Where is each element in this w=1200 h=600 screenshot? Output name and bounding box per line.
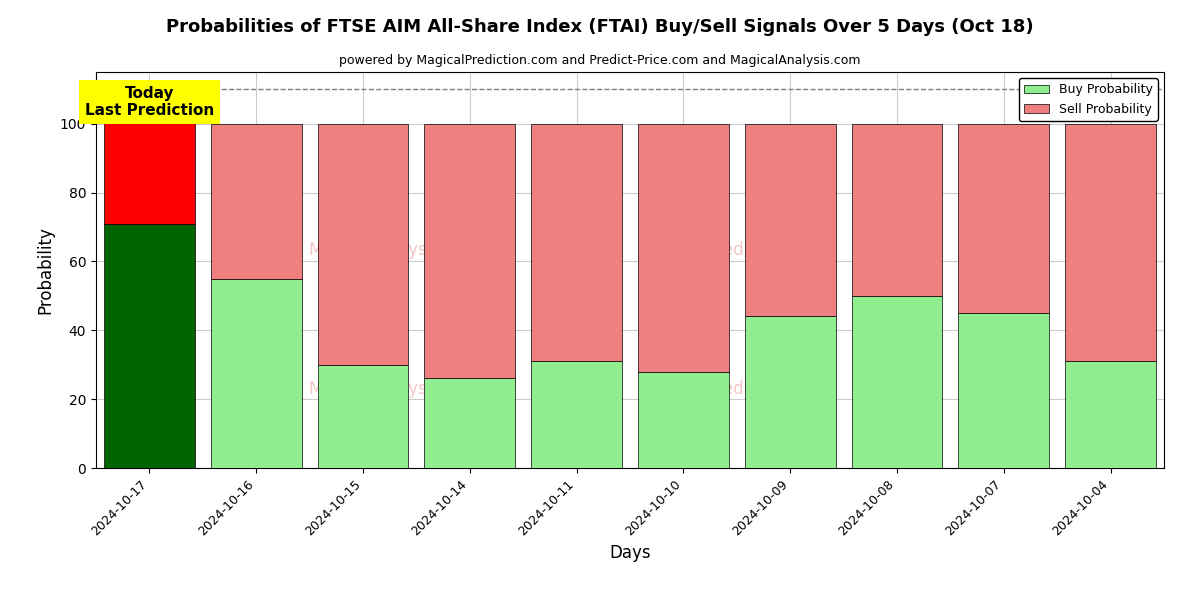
- Bar: [852, 296, 942, 468]
- Bar: [959, 124, 1049, 313]
- Bar: [745, 316, 835, 468]
- Bar: [745, 124, 835, 316]
- Bar: [104, 224, 194, 468]
- Text: Probabilities of FTSE AIM All-Share Index (FTAI) Buy/Sell Signals Over 5 Days (O: Probabilities of FTSE AIM All-Share Inde…: [166, 18, 1034, 36]
- Bar: [425, 379, 515, 468]
- Bar: [959, 313, 1049, 468]
- Bar: [532, 361, 622, 468]
- Bar: [425, 124, 515, 379]
- Bar: [211, 278, 301, 468]
- Text: powered by MagicalPrediction.com and Predict-Price.com and MagicalAnalysis.com: powered by MagicalPrediction.com and Pre…: [340, 54, 860, 67]
- Bar: [318, 365, 408, 468]
- Y-axis label: Probability: Probability: [36, 226, 54, 314]
- Bar: [852, 124, 942, 296]
- Bar: [638, 124, 728, 371]
- Bar: [1066, 361, 1156, 468]
- Bar: [104, 89, 194, 224]
- X-axis label: Days: Days: [610, 544, 650, 562]
- Bar: [532, 124, 622, 361]
- Bar: [638, 371, 728, 468]
- Bar: [318, 124, 408, 365]
- Text: Today
Last Prediction: Today Last Prediction: [85, 86, 214, 118]
- Text: MagicalAnalysis.com: MagicalAnalysis.com: [308, 380, 481, 398]
- Text: MagicalPrediction.com: MagicalPrediction.com: [643, 241, 830, 259]
- Bar: [211, 124, 301, 278]
- Bar: [1066, 124, 1156, 361]
- Text: MagicalAnalysis.com: MagicalAnalysis.com: [308, 241, 481, 259]
- Legend: Buy Probability, Sell Probability: Buy Probability, Sell Probability: [1019, 78, 1158, 121]
- Text: MagicalPrediction.com: MagicalPrediction.com: [643, 380, 830, 398]
